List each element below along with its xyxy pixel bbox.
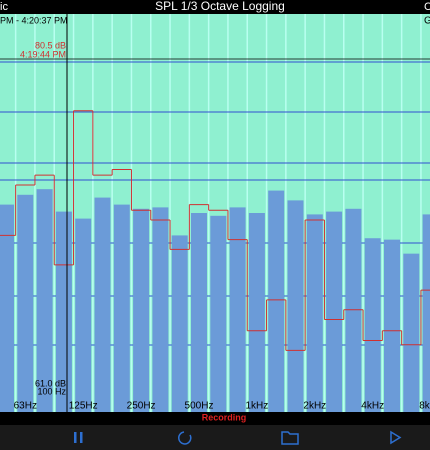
bar [133,208,150,412]
toolbar-icons [74,430,402,445]
folder-button[interactable] [281,431,299,445]
bar [422,214,430,412]
time-range: PM - 4:20:37 PM [0,15,68,25]
x-tick-label: 1kHz [246,401,269,412]
title-right: C [424,1,430,13]
bar [191,213,207,412]
x-tick-label: 63Hz [14,401,37,412]
x-tick-label: 500Hz [185,401,214,412]
x-tick-label: 2kHz [303,401,326,412]
pause-button[interactable] [74,432,83,443]
bar [326,211,343,412]
bar [248,213,265,412]
bar [36,189,53,412]
x-tick-label: 8kHz [419,401,430,412]
bar [229,207,246,412]
bar [287,200,304,412]
bars [0,189,430,412]
play-button[interactable] [390,430,402,445]
cursor-level: 80.5 dB [35,40,66,50]
bar [94,197,111,412]
x-tick-label: 125Hz [69,401,98,412]
bar [17,194,34,412]
bar [306,214,323,412]
status-bar [0,412,430,425]
band-level: 61.0 dB [35,378,66,388]
bar [113,204,130,412]
band-name: 100 Hz [37,386,66,396]
cursor-time: 4:19:44 PM [20,49,66,59]
bar [55,211,72,412]
bar [345,208,362,412]
bar [152,207,169,412]
bar [384,239,400,412]
bar [75,218,92,412]
max-trace [0,110,430,351]
refresh-button[interactable] [178,431,192,445]
status: Recording [202,412,247,422]
title-left: ic [0,1,8,13]
bar [210,215,227,412]
x-tick-label: 250Hz [127,401,156,412]
x-tick-label: 4kHz [361,401,384,412]
bar [171,235,188,412]
toolbar [0,425,430,450]
bar [0,204,14,412]
title-bar [0,0,430,14]
title: SPL 1/3 Octave Logging [155,0,285,13]
bar [403,253,420,412]
bar [364,238,381,412]
bar [268,190,285,412]
time-right: G [424,16,430,27]
